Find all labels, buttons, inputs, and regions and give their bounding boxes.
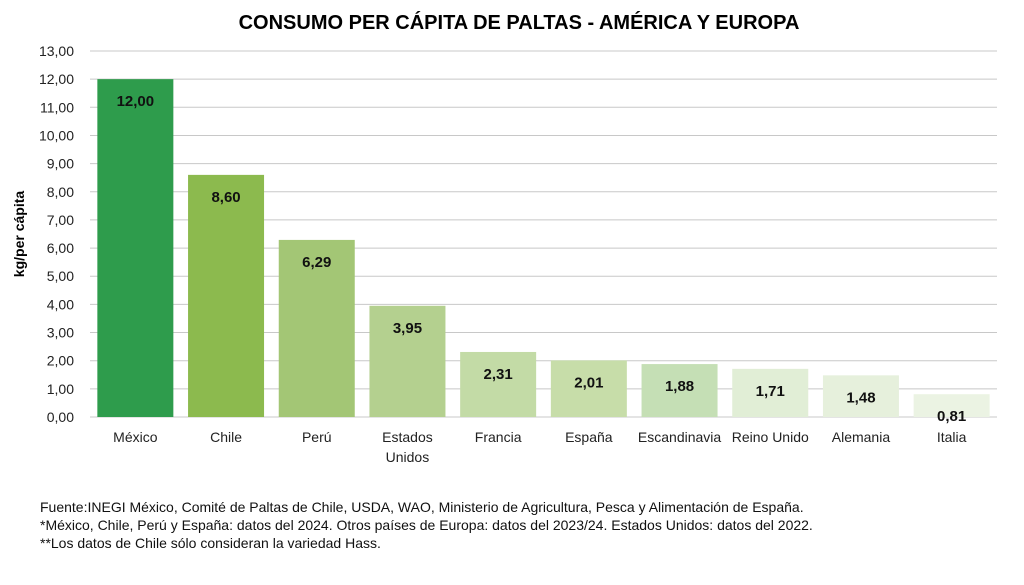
y-tick-label: 9,00 [47, 156, 74, 172]
footnotes: Fuente:INEGI México, Comité de Paltas de… [40, 498, 1010, 552]
y-tick-label: 8,00 [47, 184, 74, 200]
y-tick-label: 10,00 [39, 127, 74, 143]
chart-title: CONSUMO PER CÁPITA DE PALTAS - AMÉRICA Y… [239, 11, 800, 34]
data-label: 2,31 [484, 366, 513, 383]
category-labels: México Chile Perú Estados Unidos Francia Españ… [113, 429, 966, 465]
footnote-data-years: *México, Chile, Perú y España: datos del… [40, 517, 813, 533]
category-label: España [565, 429, 613, 445]
bars [97, 79, 990, 418]
category-label: Unidos [386, 449, 430, 465]
category-label: Chile [210, 429, 242, 445]
footnote-source: Fuente:INEGI México, Comité de Paltas de… [40, 499, 804, 515]
y-tick-label: 6,00 [47, 240, 74, 256]
data-label: 1,48 [846, 389, 875, 406]
footnote-chile-hass: **Los datos de Chile sólo consideran la … [40, 535, 381, 551]
y-tick-label: 4,00 [47, 296, 74, 312]
y-axis-label: kg/per cápita [11, 191, 27, 278]
category-label: Perú [302, 429, 332, 445]
category-label: Alemania [832, 429, 891, 445]
category-label: Italia [937, 429, 967, 445]
data-label: 1,88 [665, 378, 694, 395]
data-label: 12,00 [117, 93, 155, 110]
bar [913, 394, 990, 417]
data-labels: 12,00 8,60 6,29 3,95 2,31 2,01 1,88 1,71 1,48 0,8… [117, 93, 967, 425]
bar-chart: CONSUMO PER CÁPITA DE PALTAS - AMÉRICA Y… [11, 11, 997, 465]
bar [97, 79, 174, 418]
category-label: Estados [382, 429, 433, 445]
y-tick-label: 0,00 [47, 409, 74, 425]
bar [188, 174, 265, 417]
bar [641, 364, 718, 417]
bar [460, 351, 537, 417]
y-tick-label: 1,00 [47, 381, 74, 397]
data-label: 6,29 [302, 254, 331, 271]
bar [822, 375, 899, 417]
category-label: Reino Unido [732, 429, 809, 445]
category-label: Escandinavia [638, 429, 721, 445]
bar [369, 305, 446, 417]
y-tick-label: 5,00 [47, 268, 74, 284]
y-tick-label: 2,00 [47, 353, 74, 369]
y-tick-label: 13,00 [39, 43, 74, 59]
bar [550, 360, 627, 417]
data-label: 8,60 [211, 189, 240, 206]
data-label: 1,71 [756, 383, 785, 400]
category-label: Francia [475, 429, 522, 445]
bar [732, 368, 809, 417]
data-label: 0,81 [937, 408, 966, 425]
category-label: México [113, 429, 158, 445]
y-tick-label: 12,00 [39, 71, 74, 87]
data-label: 2,01 [574, 374, 603, 391]
y-tick-label: 11,00 [40, 99, 74, 115]
data-label: 3,95 [393, 320, 422, 337]
y-tick-label: 3,00 [47, 325, 74, 341]
y-tick-label: 7,00 [47, 212, 74, 228]
y-tick-labels: 0,00 1,00 2,00 3,00 4,00 5,00 6,00 7,00 8,00 9,00… [39, 43, 74, 425]
bar [278, 239, 355, 417]
